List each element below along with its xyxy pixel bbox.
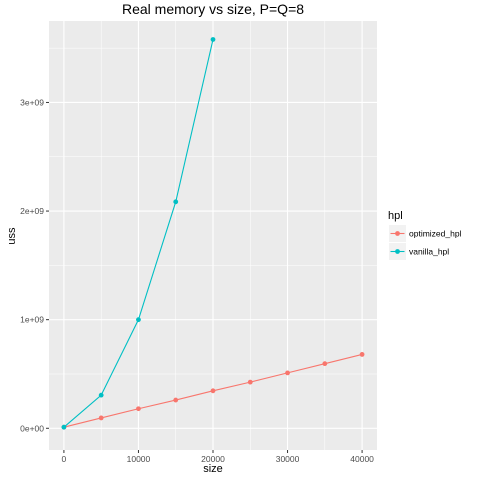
legend-label: optimized_hpl — [409, 229, 462, 239]
grid-major — [49, 21, 377, 450]
legend-items: optimized_hpl vanilla_hpl — [389, 225, 462, 260]
y-tick-label: 1e+09 — [20, 315, 44, 325]
legend-item-vanilla_hpl: vanilla_hpl — [389, 243, 449, 260]
x-tick-label: 0 — [62, 454, 67, 464]
legend-label: vanilla_hpl — [409, 247, 449, 257]
chart-title: Real memory vs size, P=Q=8 — [122, 1, 304, 17]
y-tick-label: 2e+09 — [20, 206, 44, 216]
x-tick-label: 20000 — [201, 454, 225, 464]
legend-item-optimized_hpl: optimized_hpl — [389, 225, 462, 242]
data-point — [210, 388, 216, 394]
x-axis: 0 10000 20000 30000 40000 — [62, 450, 374, 464]
data-point — [322, 361, 328, 367]
data-point — [247, 379, 253, 385]
data-point — [98, 415, 104, 421]
y-axis: 0e+00 1e+09 2e+09 3e+09 — [20, 97, 49, 433]
y-tick-label: 0e+00 — [20, 423, 44, 433]
y-axis-title: uss — [6, 227, 18, 245]
data-point — [136, 406, 141, 412]
y-tick-label: 3e+09 — [20, 97, 44, 107]
data-point — [359, 352, 365, 357]
legend-title: hpl — [388, 210, 403, 222]
series-layer — [61, 37, 365, 430]
data-point — [173, 397, 179, 403]
x-tick-label: 10000 — [127, 454, 151, 464]
data-point — [210, 37, 216, 42]
x-tick-label: 40000 — [350, 454, 374, 464]
series-vanilla_hpl — [61, 37, 216, 430]
data-point — [136, 317, 141, 323]
data-point — [285, 370, 290, 376]
data-point — [61, 424, 67, 430]
legend-key-point — [395, 249, 400, 254]
data-point — [98, 392, 104, 398]
x-axis-title: size — [203, 463, 223, 475]
legend-key-point — [395, 231, 400, 236]
x-tick-label: 30000 — [276, 454, 300, 464]
legend: hpl optimized_hpl vanilla_hpl — [388, 210, 462, 260]
data-point — [173, 199, 179, 205]
